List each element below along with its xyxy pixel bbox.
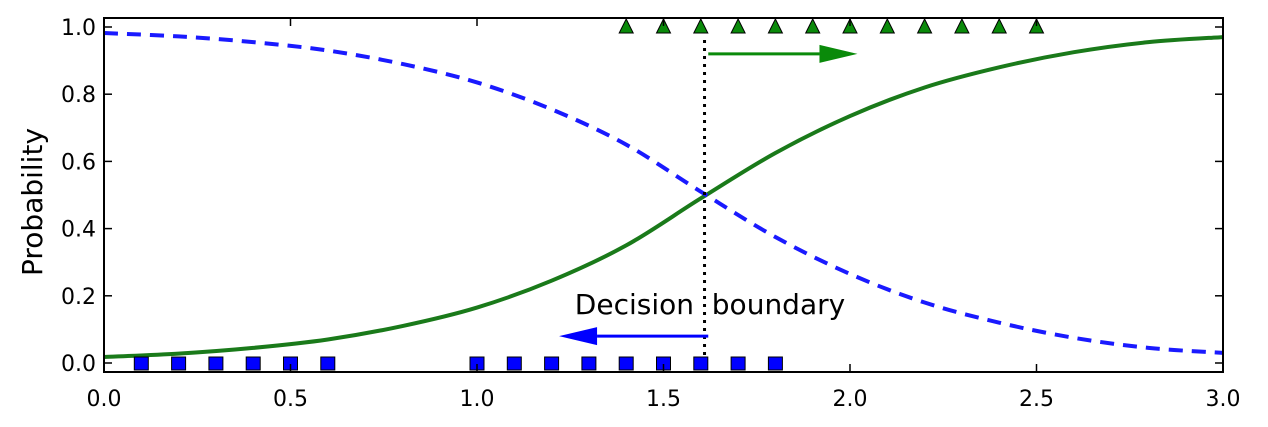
square-marker — [693, 356, 709, 371]
y-tick-label: 0.6 — [61, 150, 96, 175]
square-marker — [506, 356, 522, 371]
square-marker — [730, 356, 746, 371]
triangle-marker — [916, 17, 933, 34]
x-tick-label: 3.0 — [1206, 387, 1241, 412]
x-tick-label: 0.0 — [87, 387, 122, 412]
x-tick-label: 2.5 — [1019, 387, 1054, 412]
square-marker — [133, 356, 149, 371]
triangle-marker — [954, 17, 970, 34]
square-marker — [544, 356, 560, 371]
triangle-marker — [879, 17, 896, 34]
triangle-marker — [804, 17, 821, 34]
decision-boundary-label: Decision boundary — [575, 288, 845, 321]
square-marker — [618, 356, 634, 371]
axes: 0.0 0.5 1.0 1.5 2.0 2.5 3.0 0.0 0.2 0.4 0.6 0.8 1.0 — [61, 16, 1241, 412]
square-marker — [320, 356, 336, 371]
y-tick-label: 0.2 — [61, 285, 96, 310]
y-tick-label: 0.4 — [61, 218, 96, 243]
triangle-marker — [991, 17, 1008, 34]
square-marker — [208, 356, 224, 371]
right-arrow-head — [819, 44, 858, 63]
y-tick-label: 0.0 — [61, 352, 96, 377]
positive-class-probability-line — [103, 35, 1224, 359]
square-marker — [245, 356, 261, 371]
triangle-marker — [692, 17, 709, 34]
x-tick-label: 0.5 — [273, 387, 308, 412]
triangle-marker — [730, 17, 746, 34]
square-marker — [581, 356, 597, 371]
x-tick-label: 1.5 — [646, 387, 681, 412]
square-marker — [171, 356, 187, 371]
negative-class-probability-line — [103, 31, 1224, 355]
x-tick-label: 1.0 — [460, 387, 495, 412]
y-tick-label: 1.0 — [61, 16, 96, 41]
triangle-marker — [767, 17, 784, 34]
y-axis-label: Probability — [16, 128, 49, 276]
plot-area — [103, 17, 1224, 371]
left-arrow-head — [559, 327, 598, 346]
triangle-marker — [618, 17, 635, 34]
y-tick-label: 0.8 — [61, 83, 96, 108]
square-marker — [767, 356, 783, 371]
x-tick-label: 2.0 — [833, 387, 868, 412]
